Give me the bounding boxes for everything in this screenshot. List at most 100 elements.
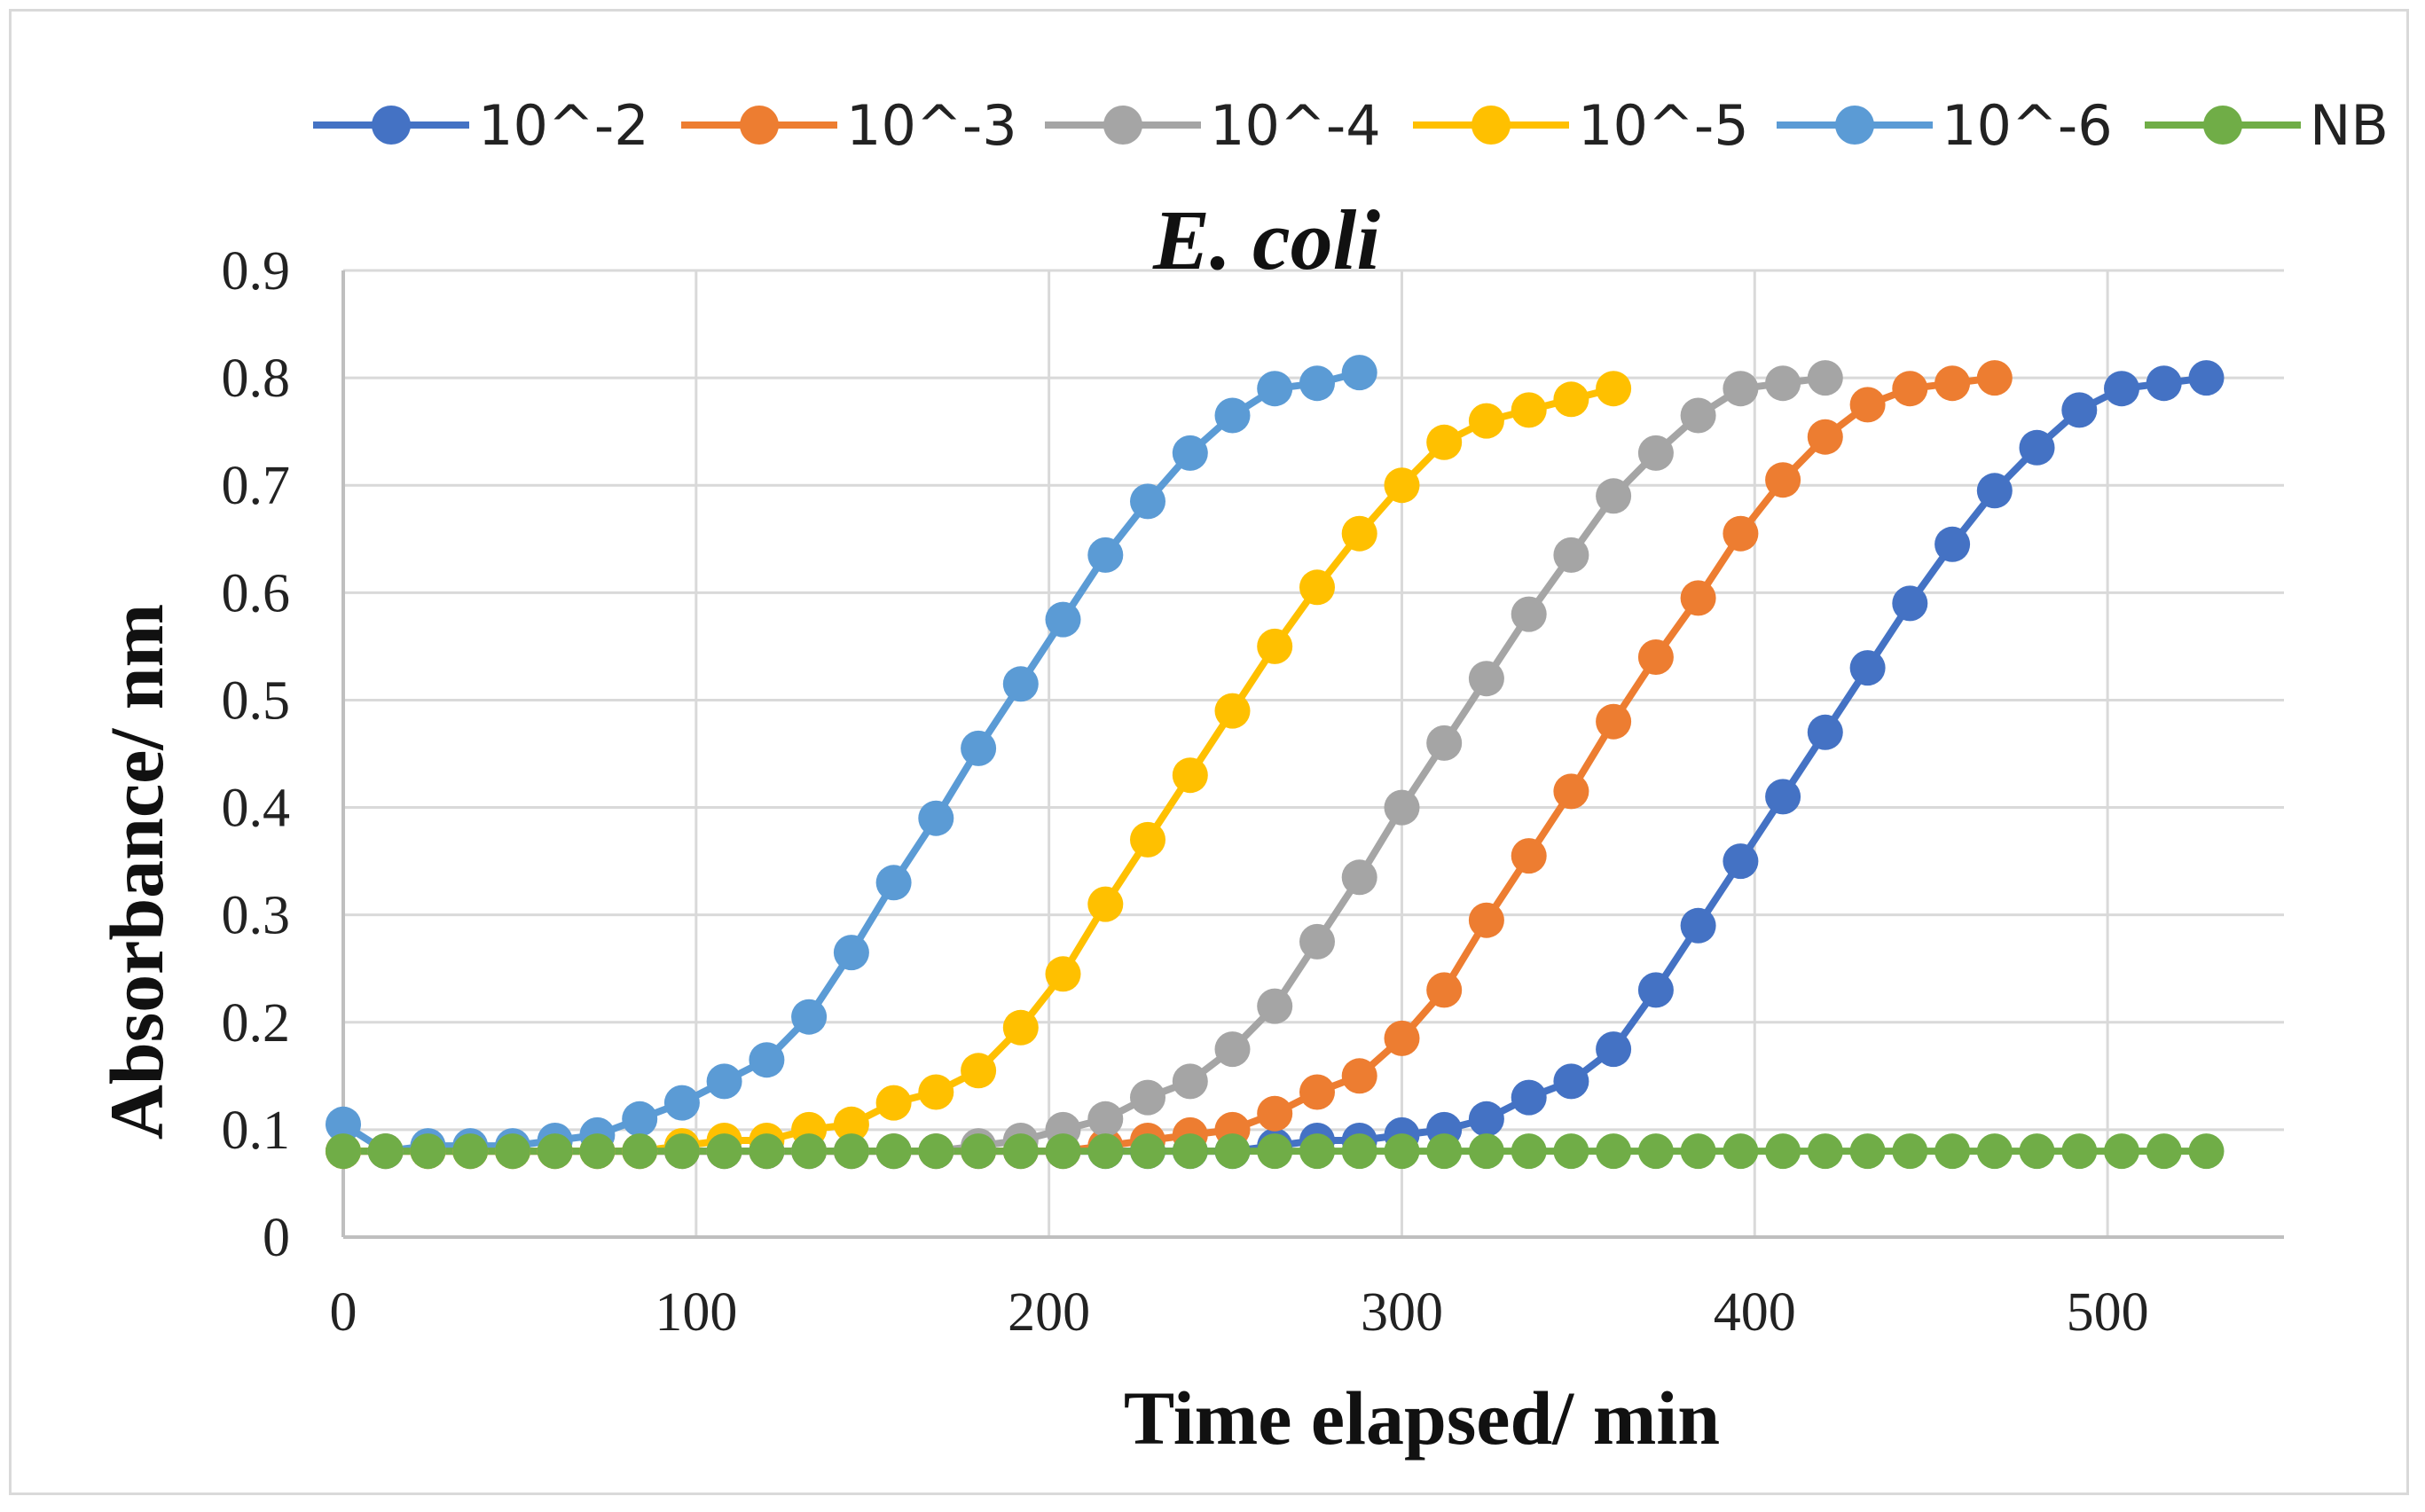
data-point-10-6 (1172, 435, 1208, 471)
legend-label-10-3: 10^-3 (846, 93, 1017, 158)
data-point-10-3 (1384, 1020, 1420, 1056)
chart-frame: 0 0.1 0.2 0.3 0.4 0.5 0.6 0.7 0.8 0.9 0 100 200 300 40… (9, 9, 2409, 1495)
data-point-nb (1553, 1133, 1589, 1170)
data-point-nb (1723, 1133, 1759, 1170)
data-point-10-5 (833, 1106, 869, 1142)
data-point-10-2 (1553, 1063, 1589, 1100)
data-point-nb (663, 1133, 700, 1170)
line-chart: 0 0.1 0.2 0.3 0.4 0.5 0.6 0.7 0.8 0.9 0 100 200 300 40… (94, 93, 2389, 1461)
data-point-10-3 (1892, 371, 1928, 407)
y-tick-label: 0.5 (222, 670, 291, 731)
data-point-nb (918, 1133, 954, 1170)
data-point-10-4 (1257, 988, 1293, 1024)
data-point-10-4 (1384, 789, 1420, 826)
data-point-10-6 (706, 1063, 742, 1100)
data-point-10-5 (1087, 886, 1124, 922)
data-point-10-4 (1511, 596, 1547, 632)
data-point-10-5 (1045, 956, 1081, 992)
series-lines (341, 369, 2208, 1156)
data-point-nb (1680, 1133, 1716, 1170)
data-point-10-2 (1723, 843, 1759, 880)
data-point-nb (1596, 1133, 1632, 1170)
data-point-nb (1384, 1133, 1420, 1170)
data-point-10-5 (918, 1074, 954, 1110)
data-point-10-6 (833, 935, 869, 971)
data-point-nb (1087, 1133, 1124, 1170)
data-point-10-2 (2061, 392, 2098, 428)
data-point-10-2 (1765, 779, 1801, 815)
legend-label-nb: NB (2310, 93, 2389, 158)
data-point-10-2 (1892, 585, 1928, 622)
data-point-10-5 (1130, 821, 1165, 858)
data-point-10-6 (1257, 371, 1293, 407)
data-point-10-2 (1976, 473, 2013, 509)
x-tick-label: 200 (1008, 1282, 1090, 1343)
data-point-10-6 (749, 1042, 785, 1078)
series-markers (326, 355, 2225, 1170)
data-point-nb (1045, 1133, 1081, 1170)
y-tick-label: 0.2 (222, 993, 291, 1054)
data-point-10-6 (622, 1101, 658, 1137)
legend-marker-10-3 (740, 106, 779, 145)
data-point-nb (1976, 1133, 2013, 1170)
data-point-10-2 (2019, 429, 2055, 466)
data-point-10-4 (1214, 1031, 1251, 1068)
data-point-10-2 (1468, 1101, 1504, 1137)
x-tick-label: 100 (655, 1282, 737, 1343)
data-point-10-2 (1807, 714, 1843, 750)
data-point-nb (1130, 1133, 1165, 1170)
data-point-10-3 (1935, 365, 1971, 402)
data-point-10-6 (1045, 601, 1081, 638)
data-point-10-3 (1637, 639, 1674, 675)
data-point-nb (791, 1133, 828, 1170)
series-line-10-3 (343, 374, 1996, 1156)
legend-marker-nb (2203, 106, 2242, 145)
data-point-nb (1468, 1133, 1504, 1170)
data-point-10-3 (1680, 580, 1716, 616)
data-point-10-6 (961, 730, 997, 766)
data-point-10-6 (326, 1106, 361, 1142)
data-point-10-5 (1426, 424, 1463, 460)
data-point-nb (622, 1133, 658, 1170)
data-point-10-2 (2104, 371, 2139, 407)
x-axis-title: Time elapsed/ min (1124, 1375, 1720, 1461)
data-point-nb (452, 1133, 489, 1170)
y-tick-label: 0.9 (222, 241, 291, 302)
x-tick-label: 500 (2067, 1282, 2149, 1343)
data-point-10-3 (1299, 1074, 1335, 1110)
data-point-nb (1807, 1133, 1843, 1170)
data-point-10-4 (1426, 725, 1463, 761)
data-point-10-4 (1765, 365, 1801, 402)
data-point-nb (1172, 1133, 1208, 1170)
data-point-10-3 (1596, 703, 1632, 740)
data-point-nb (1892, 1133, 1928, 1170)
data-point-10-4 (1087, 1101, 1124, 1137)
data-point-10-2 (1596, 1031, 1632, 1068)
y-tick-label: 0 (263, 1208, 290, 1268)
data-point-nb (1426, 1133, 1463, 1170)
data-point-nb (367, 1133, 404, 1170)
legend: 10^-2 10^-3 10^-4 10^-5 10^-6 NB (313, 93, 2389, 158)
y-tick-label: 0.6 (222, 563, 291, 623)
data-point-nb (1765, 1133, 1801, 1170)
series-line-10-2 (343, 374, 2208, 1156)
data-point-10-2 (1511, 1079, 1547, 1116)
y-tick-label: 0.7 (222, 456, 291, 516)
data-point-10-4 (1596, 478, 1632, 514)
data-point-nb (706, 1133, 742, 1170)
data-point-10-2 (2188, 360, 2225, 396)
data-point-10-3 (1468, 902, 1504, 938)
data-point-nb (875, 1133, 912, 1170)
data-point-10-4 (1341, 859, 1377, 896)
legend-label-10-6: 10^-6 (1942, 93, 2113, 158)
data-point-10-6 (1341, 355, 1377, 391)
data-point-10-3 (1257, 1095, 1293, 1132)
data-point-10-6 (1002, 666, 1039, 702)
data-point-10-3 (1765, 462, 1801, 498)
data-point-10-5 (1214, 693, 1251, 729)
data-point-10-3 (1849, 387, 1886, 423)
data-point-nb (1214, 1133, 1251, 1170)
data-point-10-2 (1935, 526, 1971, 562)
data-point-nb (1257, 1133, 1293, 1170)
data-point-nb (1299, 1133, 1335, 1170)
